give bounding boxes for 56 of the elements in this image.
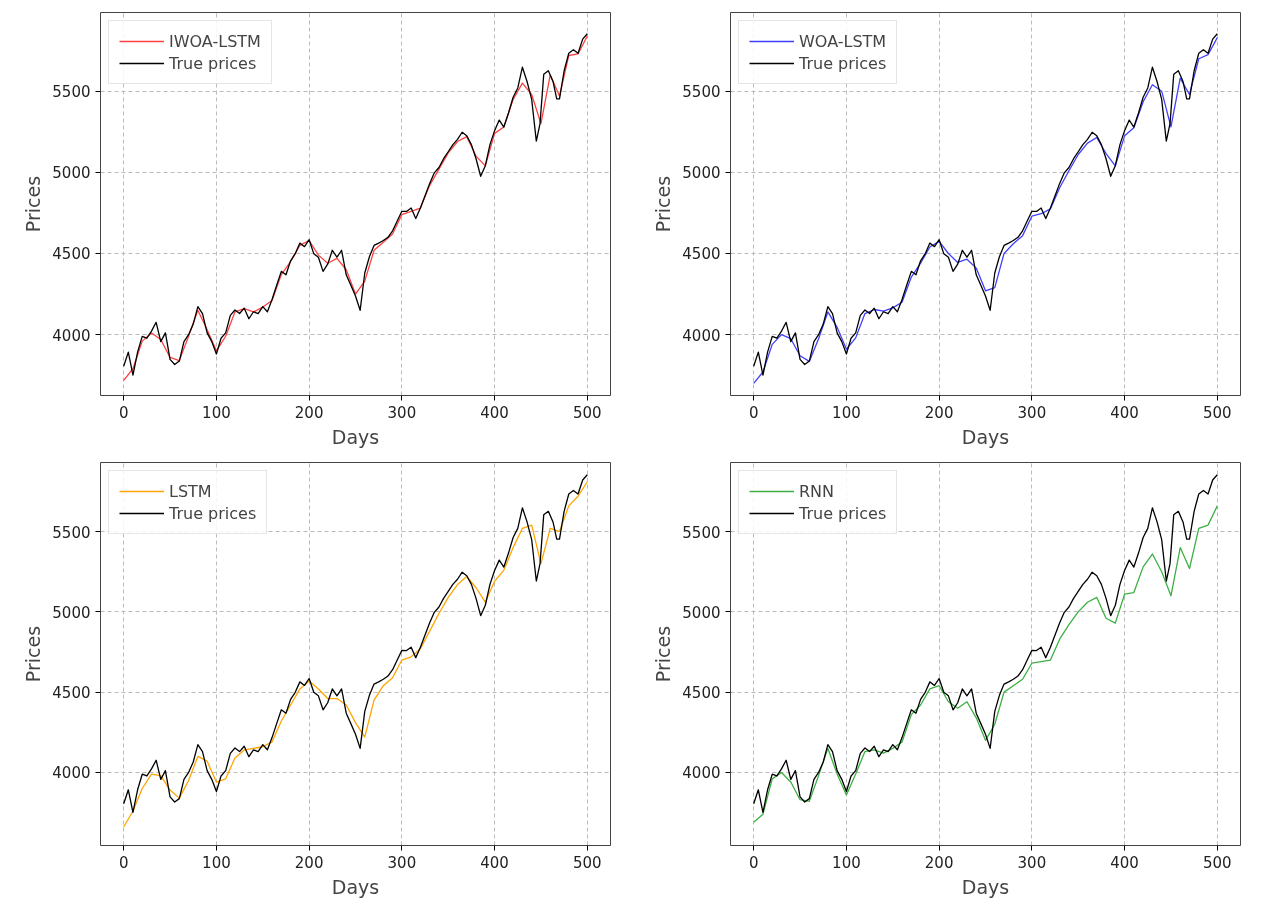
x-tick-label: 500 [573, 403, 602, 422]
x-tick-label: 400 [480, 403, 509, 422]
y-tick-label: 5000 [682, 164, 721, 183]
y-tick-label: 4000 [52, 764, 91, 783]
x-tick-label: 200 [294, 853, 324, 872]
x-tick-label: 0 [118, 403, 129, 422]
x-axis-title: Days [961, 875, 1010, 898]
x-tick-label: 100 [202, 853, 231, 872]
x-tick-label: 100 [202, 403, 231, 422]
y-tick-label: 5500 [52, 83, 91, 102]
x-axis-title: Days [331, 425, 380, 448]
y-tick-label: 5500 [52, 523, 91, 542]
legend-label: WOA-LSTM [799, 31, 887, 51]
x-tick-label: 200 [924, 853, 954, 872]
x-tick-label: 300 [1017, 853, 1047, 872]
y-tick-label: 5500 [682, 83, 721, 102]
x-tick-label: 400 [480, 853, 509, 872]
y-axis-title: Prices [22, 175, 45, 233]
x-tick-label: 300 [387, 403, 417, 422]
y-tick-label: 4500 [52, 245, 91, 264]
x-tick-label: 500 [1203, 403, 1232, 422]
legend-label: True prices [169, 503, 257, 523]
y-tick-label: 4000 [682, 764, 721, 783]
y-axis-title: Prices [652, 175, 675, 233]
legend-label: True prices [799, 53, 887, 73]
y-tick-label: 4000 [52, 326, 91, 345]
y-tick-label: 4500 [52, 684, 91, 703]
legend-label: RNN [799, 481, 835, 501]
y-tick-label: 4500 [682, 245, 721, 264]
x-tick-label: 100 [832, 853, 861, 872]
x-tick-label: 500 [573, 853, 602, 872]
y-tick-label: 5000 [52, 603, 91, 622]
legend-label: True prices [799, 503, 887, 523]
x-tick-label: 300 [1017, 403, 1047, 422]
y-axis-title: Prices [22, 625, 45, 683]
y-tick-label: 5500 [682, 523, 721, 542]
x-tick-label: 400 [1110, 403, 1139, 422]
y-tick-label: 4000 [682, 326, 721, 345]
x-tick-label: 200 [294, 403, 324, 422]
x-tick-label: 400 [1110, 853, 1139, 872]
x-tick-label: 100 [832, 403, 861, 422]
legend-label: True prices [169, 53, 257, 73]
x-tick-label: 0 [118, 853, 129, 872]
x-tick-label: 200 [924, 403, 954, 422]
x-tick-label: 0 [748, 403, 759, 422]
y-tick-label: 5000 [52, 164, 91, 183]
x-axis-title: Days [331, 875, 380, 898]
x-axis-title: Days [961, 425, 1010, 448]
x-tick-label: 300 [387, 853, 417, 872]
x-tick-label: 500 [1203, 853, 1232, 872]
y-tick-label: 4500 [682, 684, 721, 703]
y-axis-title: Prices [652, 625, 675, 683]
y-tick-label: 5000 [682, 603, 721, 622]
legend-label: IWOA-LSTM [169, 31, 261, 51]
x-tick-label: 0 [748, 853, 759, 872]
legend-label: LSTM [169, 481, 212, 501]
